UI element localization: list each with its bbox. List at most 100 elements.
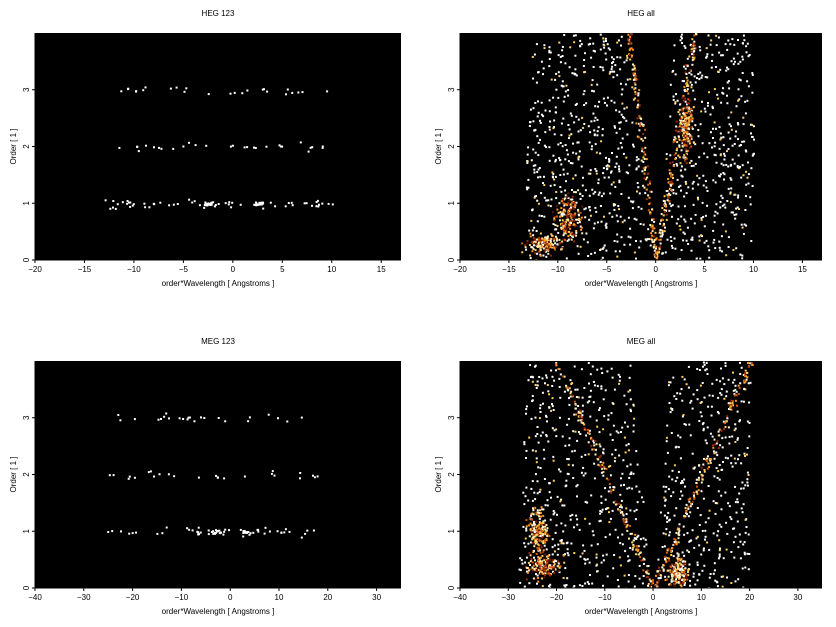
event-point xyxy=(193,420,196,423)
event-point xyxy=(641,147,644,150)
event-point xyxy=(673,464,676,467)
event-point xyxy=(566,153,569,156)
event-point xyxy=(672,69,675,72)
event-point xyxy=(725,420,728,423)
event-point xyxy=(681,42,683,44)
event-point xyxy=(612,501,615,504)
event-point xyxy=(706,373,709,375)
event-point xyxy=(542,247,545,250)
event-point xyxy=(544,553,547,556)
event-point xyxy=(532,577,535,580)
event-point xyxy=(709,43,712,46)
event-point xyxy=(559,500,562,503)
event-point xyxy=(552,570,554,573)
event-point xyxy=(645,188,648,191)
event-point xyxy=(572,177,575,180)
event-point xyxy=(576,518,579,521)
event-point xyxy=(643,177,646,180)
event-point xyxy=(673,136,676,139)
event-point xyxy=(572,205,575,208)
event-point xyxy=(602,192,605,195)
event-point xyxy=(720,575,723,578)
event-point xyxy=(629,532,632,535)
event-point xyxy=(599,510,602,512)
event-point xyxy=(720,54,723,57)
event-point xyxy=(571,198,574,201)
event-point xyxy=(730,404,733,407)
event-point xyxy=(636,549,639,551)
event-point xyxy=(660,235,663,238)
event-point xyxy=(133,476,136,479)
event-point xyxy=(734,135,737,138)
event-point xyxy=(577,210,580,213)
event-point xyxy=(550,238,553,240)
event-point xyxy=(528,535,531,538)
event-point xyxy=(612,402,615,405)
event-point xyxy=(562,168,565,171)
event-point xyxy=(596,134,599,137)
event-point xyxy=(537,466,540,469)
event-point xyxy=(726,150,728,153)
event-point xyxy=(579,198,582,200)
event-point xyxy=(692,44,695,47)
event-point xyxy=(739,60,742,63)
event-point xyxy=(157,418,160,421)
event-point xyxy=(636,550,639,553)
event-point xyxy=(663,496,666,499)
event-point xyxy=(544,533,547,536)
event-point xyxy=(562,238,565,241)
event-point xyxy=(529,564,531,566)
event-point xyxy=(595,419,598,422)
event-point xyxy=(591,582,594,585)
event-point xyxy=(588,141,591,144)
event-point xyxy=(599,205,602,207)
event-point xyxy=(531,395,534,397)
event-point xyxy=(725,254,728,257)
event-point xyxy=(666,548,669,551)
event-point xyxy=(663,555,666,558)
event-point xyxy=(745,195,747,198)
event-point xyxy=(633,537,636,540)
event-point xyxy=(677,218,680,221)
event-point xyxy=(742,543,745,546)
event-point xyxy=(735,213,738,216)
event-point xyxy=(600,495,603,498)
event-point xyxy=(565,386,568,389)
event-point xyxy=(690,145,693,148)
event-point xyxy=(231,144,234,147)
event-point xyxy=(536,547,539,549)
event-point xyxy=(729,137,732,140)
event-point xyxy=(694,162,697,165)
event-point xyxy=(639,551,642,554)
event-point xyxy=(741,42,744,45)
event-point xyxy=(254,147,257,149)
event-point xyxy=(663,222,665,225)
event-point xyxy=(580,368,583,371)
event-point xyxy=(635,508,638,511)
event-point xyxy=(689,141,692,143)
event-point xyxy=(699,71,702,74)
event-point xyxy=(744,518,747,521)
event-point xyxy=(574,34,577,37)
event-point xyxy=(626,78,629,81)
event-point xyxy=(675,507,678,510)
event-point xyxy=(629,509,632,512)
event-point xyxy=(307,150,310,153)
event-point xyxy=(684,582,686,584)
event-point xyxy=(595,553,598,556)
event-point xyxy=(722,87,724,90)
event-point xyxy=(691,38,694,41)
event-point xyxy=(594,116,597,119)
event-point xyxy=(530,241,533,244)
event-point xyxy=(738,98,741,101)
event-point xyxy=(549,246,552,249)
event-point xyxy=(719,173,722,176)
event-point xyxy=(542,254,545,257)
event-point xyxy=(681,568,684,571)
event-point xyxy=(531,55,534,58)
event-point xyxy=(553,379,556,382)
event-point xyxy=(737,392,740,395)
event-point xyxy=(628,486,631,489)
event-point xyxy=(690,238,693,241)
event-point xyxy=(623,107,626,110)
